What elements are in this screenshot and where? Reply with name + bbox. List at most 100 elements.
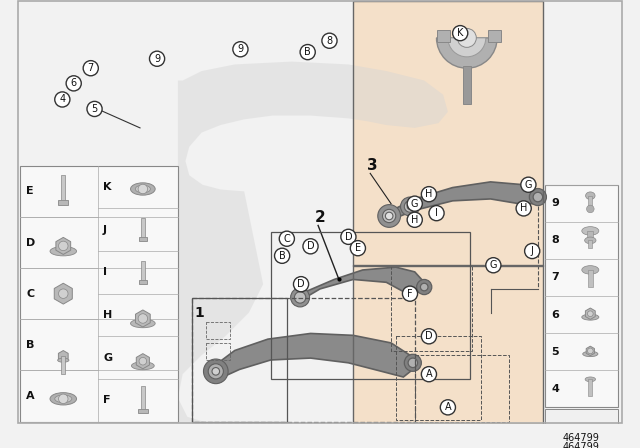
Bar xyxy=(463,66,470,104)
Circle shape xyxy=(588,311,593,317)
Circle shape xyxy=(525,243,540,258)
Text: F: F xyxy=(407,289,413,299)
Circle shape xyxy=(150,51,164,66)
Text: I: I xyxy=(435,208,438,218)
Bar xyxy=(396,336,481,420)
Circle shape xyxy=(58,241,68,251)
Text: 6: 6 xyxy=(551,310,559,319)
Text: 5: 5 xyxy=(92,104,98,114)
Circle shape xyxy=(588,348,593,354)
Bar xyxy=(391,265,472,350)
Circle shape xyxy=(279,231,294,246)
Text: I: I xyxy=(103,267,107,277)
Bar xyxy=(206,322,230,339)
Text: A: A xyxy=(26,391,35,401)
Circle shape xyxy=(341,229,356,245)
Bar xyxy=(141,261,145,280)
Circle shape xyxy=(87,101,102,116)
Circle shape xyxy=(58,394,68,404)
Circle shape xyxy=(417,280,432,295)
Bar xyxy=(139,237,147,241)
Text: H: H xyxy=(520,203,527,213)
Circle shape xyxy=(421,187,436,202)
Polygon shape xyxy=(136,310,150,327)
Text: A: A xyxy=(445,402,451,412)
Circle shape xyxy=(407,212,422,227)
Ellipse shape xyxy=(582,227,599,235)
Circle shape xyxy=(294,276,308,292)
Circle shape xyxy=(407,204,413,209)
Circle shape xyxy=(294,292,306,303)
Ellipse shape xyxy=(131,319,155,328)
Text: 8: 8 xyxy=(326,36,333,46)
Circle shape xyxy=(421,329,436,344)
Text: G: G xyxy=(411,198,419,209)
Circle shape xyxy=(458,28,476,47)
Text: 5: 5 xyxy=(551,347,559,357)
Circle shape xyxy=(58,289,68,298)
Polygon shape xyxy=(178,61,448,422)
Bar xyxy=(436,30,450,42)
Bar xyxy=(206,343,230,360)
Polygon shape xyxy=(299,267,424,301)
Bar xyxy=(58,200,68,205)
Text: 464799: 464799 xyxy=(563,442,600,448)
Ellipse shape xyxy=(583,351,598,357)
Bar xyxy=(545,409,618,436)
Text: F: F xyxy=(103,395,111,405)
Polygon shape xyxy=(56,237,70,254)
Ellipse shape xyxy=(58,358,69,362)
Bar xyxy=(588,196,592,209)
Polygon shape xyxy=(136,353,149,369)
Bar xyxy=(415,355,509,422)
Ellipse shape xyxy=(50,392,77,405)
Ellipse shape xyxy=(582,266,599,274)
Bar xyxy=(138,409,148,414)
Text: J: J xyxy=(531,246,534,256)
Circle shape xyxy=(529,189,547,206)
Polygon shape xyxy=(387,182,538,220)
Text: D: D xyxy=(307,241,314,251)
Ellipse shape xyxy=(50,246,77,256)
Circle shape xyxy=(378,205,401,227)
Text: 1: 1 xyxy=(195,306,205,319)
Text: K: K xyxy=(103,182,111,192)
Circle shape xyxy=(291,288,310,307)
Circle shape xyxy=(586,205,594,213)
Text: K: K xyxy=(457,28,463,38)
Text: D: D xyxy=(297,279,305,289)
Bar xyxy=(588,379,592,396)
Circle shape xyxy=(486,258,501,273)
Bar xyxy=(588,270,593,287)
Bar xyxy=(353,265,543,424)
Text: 7: 7 xyxy=(551,272,559,283)
Ellipse shape xyxy=(586,192,595,199)
Circle shape xyxy=(139,358,147,365)
Circle shape xyxy=(275,248,290,263)
Bar xyxy=(488,30,501,42)
Circle shape xyxy=(55,92,70,107)
Ellipse shape xyxy=(584,237,596,244)
Circle shape xyxy=(408,358,417,367)
Bar xyxy=(61,356,65,374)
Text: G: G xyxy=(103,353,112,362)
Circle shape xyxy=(452,26,468,41)
Circle shape xyxy=(138,184,148,194)
Circle shape xyxy=(233,42,248,57)
Text: B: B xyxy=(26,340,35,350)
Text: E: E xyxy=(355,243,361,253)
Text: J: J xyxy=(103,225,107,235)
Polygon shape xyxy=(58,350,68,362)
Text: G: G xyxy=(525,180,532,190)
Circle shape xyxy=(138,314,148,323)
Text: D: D xyxy=(26,237,36,247)
Circle shape xyxy=(401,197,419,216)
Bar xyxy=(353,1,543,266)
Bar xyxy=(141,218,145,237)
Bar xyxy=(588,241,592,248)
Bar xyxy=(192,298,287,422)
Ellipse shape xyxy=(585,377,596,382)
Circle shape xyxy=(404,201,415,212)
Wedge shape xyxy=(436,38,497,68)
Text: B: B xyxy=(279,251,285,261)
